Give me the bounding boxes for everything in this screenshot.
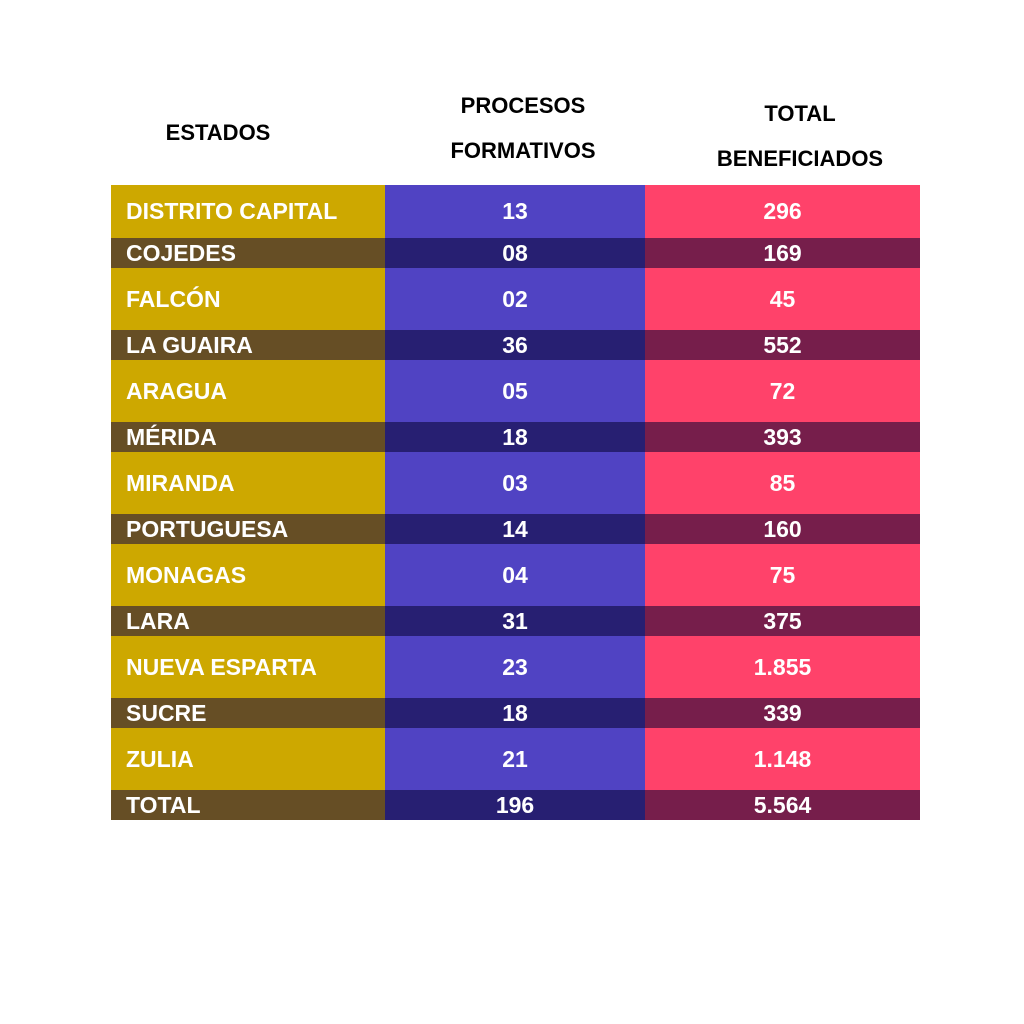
table-row: DISTRITO CAPITAL 13 296 bbox=[111, 185, 920, 238]
cell-estado: SUCRE bbox=[111, 698, 385, 728]
cell-procesos: 02 bbox=[385, 268, 645, 330]
header-total-line1: TOTAL bbox=[764, 101, 836, 126]
header-procesos-formativos: PROCESOS FORMATIVOS bbox=[403, 93, 643, 173]
table-row: LA GUAIRA 36 552 bbox=[111, 330, 920, 360]
cell-estado: ZULIA bbox=[111, 728, 385, 790]
cell-estado: NUEVA ESPARTA bbox=[111, 636, 385, 698]
cell-procesos: 21 bbox=[385, 728, 645, 790]
cell-estado: MIRANDA bbox=[111, 452, 385, 514]
table-row: ZULIA 21 1.148 bbox=[111, 728, 920, 790]
cell-beneficiados: 552 bbox=[645, 330, 920, 360]
header-procesos-line2: FORMATIVOS bbox=[450, 138, 596, 163]
cell-procesos: 05 bbox=[385, 360, 645, 422]
cell-estado: ARAGUA bbox=[111, 360, 385, 422]
cell-estado: MONAGAS bbox=[111, 544, 385, 606]
header-estados-label: ESTADOS bbox=[165, 120, 271, 145]
cell-estado: PORTUGUESA bbox=[111, 514, 385, 544]
data-table: DISTRITO CAPITAL 13 296 COJEDES 08 169 FALCÓN 0… bbox=[111, 185, 920, 820]
cell-beneficiados: 160 bbox=[645, 514, 920, 544]
cell-beneficiados: 72 bbox=[645, 360, 920, 422]
header-total-line2: BENEFICIADOS bbox=[716, 146, 884, 171]
table-row: LARA 31 375 bbox=[111, 606, 920, 636]
table-row: TOTAL 196 5.564 bbox=[111, 790, 920, 820]
cell-beneficiados: 393 bbox=[645, 422, 920, 452]
cell-estado: TOTAL bbox=[111, 790, 385, 820]
header-procesos-line1: PROCESOS bbox=[460, 93, 586, 118]
cell-procesos: 14 bbox=[385, 514, 645, 544]
table-row: PORTUGUESA 14 160 bbox=[111, 514, 920, 544]
cell-estado: MÉRIDA bbox=[111, 422, 385, 452]
table-row: FALCÓN 02 45 bbox=[111, 268, 920, 330]
table-row: SUCRE 18 339 bbox=[111, 698, 920, 728]
cell-beneficiados: 296 bbox=[645, 185, 920, 238]
cell-estado: COJEDES bbox=[111, 238, 385, 268]
cell-procesos: 18 bbox=[385, 422, 645, 452]
cell-procesos: 08 bbox=[385, 238, 645, 268]
table-row: MONAGAS 04 75 bbox=[111, 544, 920, 606]
table-row: ARAGUA 05 72 bbox=[111, 360, 920, 422]
cell-estado: LA GUAIRA bbox=[111, 330, 385, 360]
cell-beneficiados: 169 bbox=[645, 238, 920, 268]
cell-procesos: 03 bbox=[385, 452, 645, 514]
cell-procesos: 23 bbox=[385, 636, 645, 698]
cell-estado: FALCÓN bbox=[111, 268, 385, 330]
table-row: MIRANDA 03 85 bbox=[111, 452, 920, 514]
cell-estado: LARA bbox=[111, 606, 385, 636]
cell-beneficiados: 85 bbox=[645, 452, 920, 514]
cell-beneficiados: 339 bbox=[645, 698, 920, 728]
table-row: NUEVA ESPARTA 23 1.855 bbox=[111, 636, 920, 698]
cell-estado: DISTRITO CAPITAL bbox=[111, 185, 385, 238]
table-row: MÉRIDA 18 393 bbox=[111, 422, 920, 452]
header-estados: ESTADOS bbox=[111, 120, 325, 150]
cell-procesos: 04 bbox=[385, 544, 645, 606]
cell-procesos: 196 bbox=[385, 790, 645, 820]
cell-beneficiados: 1.855 bbox=[645, 636, 920, 698]
cell-procesos: 31 bbox=[385, 606, 645, 636]
cell-beneficiados: 45 bbox=[645, 268, 920, 330]
cell-procesos: 18 bbox=[385, 698, 645, 728]
header-total-beneficiados: TOTAL BENEFICIADOS bbox=[680, 101, 920, 181]
cell-beneficiados: 75 bbox=[645, 544, 920, 606]
cell-procesos: 13 bbox=[385, 185, 645, 238]
cell-procesos: 36 bbox=[385, 330, 645, 360]
cell-beneficiados: 1.148 bbox=[645, 728, 920, 790]
table-row: COJEDES 08 169 bbox=[111, 238, 920, 268]
cell-beneficiados: 5.564 bbox=[645, 790, 920, 820]
cell-beneficiados: 375 bbox=[645, 606, 920, 636]
